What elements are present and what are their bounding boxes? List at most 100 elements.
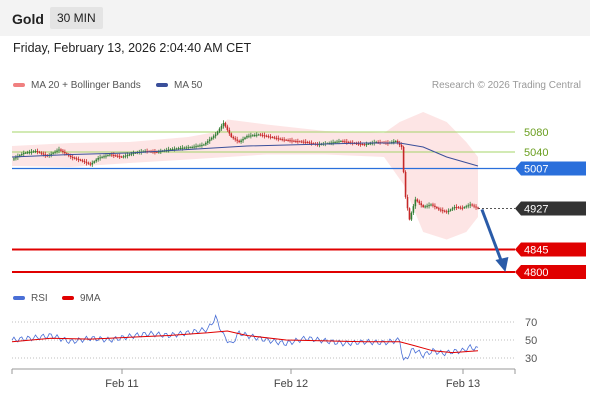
- level-label-4800: 4800: [524, 267, 548, 279]
- candle-body: [250, 135, 252, 137]
- candle-body: [107, 155, 109, 157]
- candle-body: [205, 142, 207, 145]
- candle-body: [169, 149, 172, 151]
- rsi-9ma-line: [11, 330, 479, 354]
- candle-body: [293, 140, 295, 142]
- ma9-swatch: [62, 296, 74, 301]
- level-label-4845: 4845: [524, 245, 548, 257]
- legend-9ma: 9MA: [62, 293, 101, 304]
- candle-body: [222, 123, 225, 126]
- candle-body: [113, 154, 115, 156]
- candle-body: [89, 163, 92, 165]
- x-tick-label: Feb 13: [446, 378, 480, 390]
- candle-body: [144, 151, 146, 152]
- candle-body: [312, 143, 315, 145]
- candle-body: [77, 159, 80, 160]
- candle-body: [134, 152, 137, 154]
- candle-body: [97, 158, 99, 160]
- candle-body: [199, 145, 201, 147]
- x-tick-label: Feb 11: [105, 378, 138, 390]
- candle-body: [291, 140, 293, 142]
- candle-body: [60, 149, 62, 151]
- candle-body: [236, 139, 238, 141]
- candle-body: [105, 155, 107, 157]
- candle-body: [457, 207, 460, 209]
- candle-body: [58, 149, 60, 151]
- candle-body: [453, 207, 456, 209]
- candle-body: [261, 134, 264, 136]
- candle-body: [218, 128, 221, 132]
- candle-body: [185, 147, 188, 149]
- candle-body: [297, 141, 299, 143]
- candle-body: [208, 139, 211, 142]
- candle-body: [101, 156, 103, 158]
- bb-label: MA 20 + Bollinger Bands: [31, 80, 141, 91]
- candle-body: [93, 161, 96, 163]
- candle-body: [300, 141, 303, 143]
- candle-body: [167, 149, 170, 151]
- candle-body: [259, 134, 262, 136]
- candle-body: [422, 205, 424, 207]
- candle-body: [203, 144, 205, 146]
- candle-body: [267, 136, 270, 138]
- ma50-line: [11, 142, 479, 167]
- candle-body: [412, 206, 415, 213]
- candle-body: [26, 152, 29, 154]
- timeframe-button[interactable]: 30 MIN: [50, 7, 103, 29]
- candle-body: [410, 212, 413, 220]
- forecast-arrow-head: [495, 257, 509, 272]
- candle-body: [195, 146, 197, 148]
- candle-body: [273, 137, 276, 139]
- candle-body: [40, 152, 43, 154]
- candle-body: [283, 139, 285, 141]
- candle-body: [22, 153, 25, 155]
- candle-body: [181, 147, 184, 149]
- candle-body: [344, 141, 346, 143]
- candle-body: [191, 147, 193, 148]
- candle-body: [434, 205, 436, 207]
- candle-body: [30, 151, 33, 153]
- candle-body: [430, 204, 432, 206]
- candle-body: [365, 144, 368, 146]
- candle-body: [420, 203, 423, 206]
- candle-body: [367, 143, 370, 145]
- candle-body: [75, 158, 78, 160]
- candle-body: [302, 141, 305, 143]
- candle-body: [122, 156, 125, 158]
- candle-body: [69, 155, 72, 157]
- candle-body: [19, 155, 21, 157]
- candle-body: [64, 152, 66, 154]
- candle-body: [226, 126, 229, 130]
- candle-body: [471, 204, 473, 206]
- candle-body: [248, 135, 250, 137]
- candle-body: [212, 136, 215, 138]
- candle-body: [38, 151, 41, 153]
- candle-body: [443, 210, 446, 212]
- candle-body: [449, 209, 452, 211]
- candle-body: [426, 205, 428, 207]
- candle-body: [363, 144, 366, 146]
- candle-body: [32, 151, 35, 153]
- candle-body: [154, 151, 156, 153]
- ma50-label: MA 50: [174, 80, 203, 91]
- candle-body: [56, 150, 58, 152]
- candle-body: [289, 140, 291, 142]
- candle-body: [128, 154, 131, 156]
- candle-body: [465, 206, 468, 208]
- candle-body: [73, 157, 76, 159]
- header-bar: Gold 30 MIN: [0, 0, 590, 36]
- candle-body: [242, 139, 244, 141]
- candle-body: [396, 141, 399, 143]
- level-tag-4800: [515, 265, 586, 279]
- level-tag-4845: [515, 242, 586, 257]
- candle-body: [447, 210, 450, 212]
- candle-body: [402, 147, 405, 172]
- candle-body: [20, 154, 23, 156]
- candle-body: [228, 130, 231, 134]
- candle-body: [287, 140, 289, 141]
- candle-body: [50, 153, 52, 155]
- candle-body: [310, 142, 313, 144]
- candle-body: [257, 134, 260, 136]
- candle-body: [347, 142, 350, 143]
- candle-body: [173, 148, 176, 150]
